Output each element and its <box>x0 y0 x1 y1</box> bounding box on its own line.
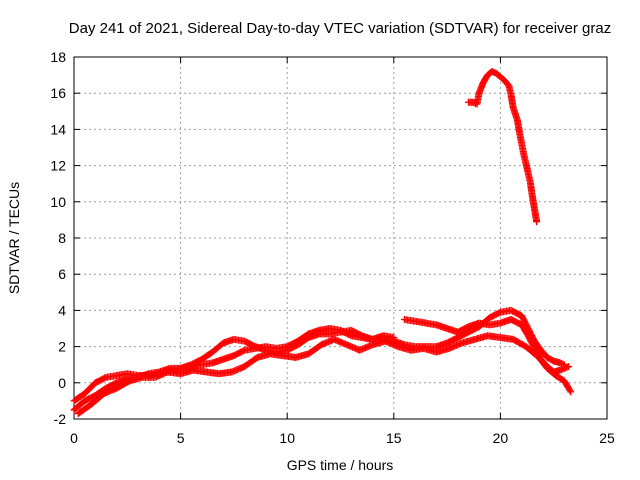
x-tick-label: 0 <box>70 430 78 446</box>
y-tick-label: -2 <box>54 411 67 427</box>
data-marks <box>70 67 575 418</box>
series-track-5 <box>464 67 541 226</box>
chart-title: Day 241 of 2021, Sidereal Day-to-day VTE… <box>69 20 611 37</box>
y-tick-label: 10 <box>50 194 66 210</box>
x-tick-label: 5 <box>177 430 185 446</box>
data-point <box>566 386 574 394</box>
x-tick-label: 10 <box>279 430 295 446</box>
x-axis-label: GPS time / hours <box>287 457 394 473</box>
x-tick-label: 25 <box>599 430 615 446</box>
y-tick-label: 8 <box>58 230 66 246</box>
y-tick-label: 6 <box>58 266 66 282</box>
y-tick-label: 16 <box>50 85 66 101</box>
x-tick-label: 15 <box>386 430 402 446</box>
y-tick-label: 18 <box>50 49 66 65</box>
axis-ticks <box>73 56 608 420</box>
data-point <box>565 363 573 371</box>
y-tick-label: 2 <box>58 339 66 355</box>
y-tick-label: 14 <box>50 121 66 137</box>
grid <box>74 57 607 419</box>
y-axis-label: SDTVAR / TECUs <box>6 182 22 294</box>
y-tick-label: 4 <box>58 302 66 318</box>
series-track-3 <box>74 332 575 418</box>
y-tick-label: 12 <box>50 158 66 174</box>
x-tick-label: 20 <box>493 430 509 446</box>
data-point <box>533 218 541 226</box>
y-tick-label: 0 <box>58 375 66 391</box>
data-point <box>567 388 575 396</box>
series-track-4 <box>400 315 573 376</box>
